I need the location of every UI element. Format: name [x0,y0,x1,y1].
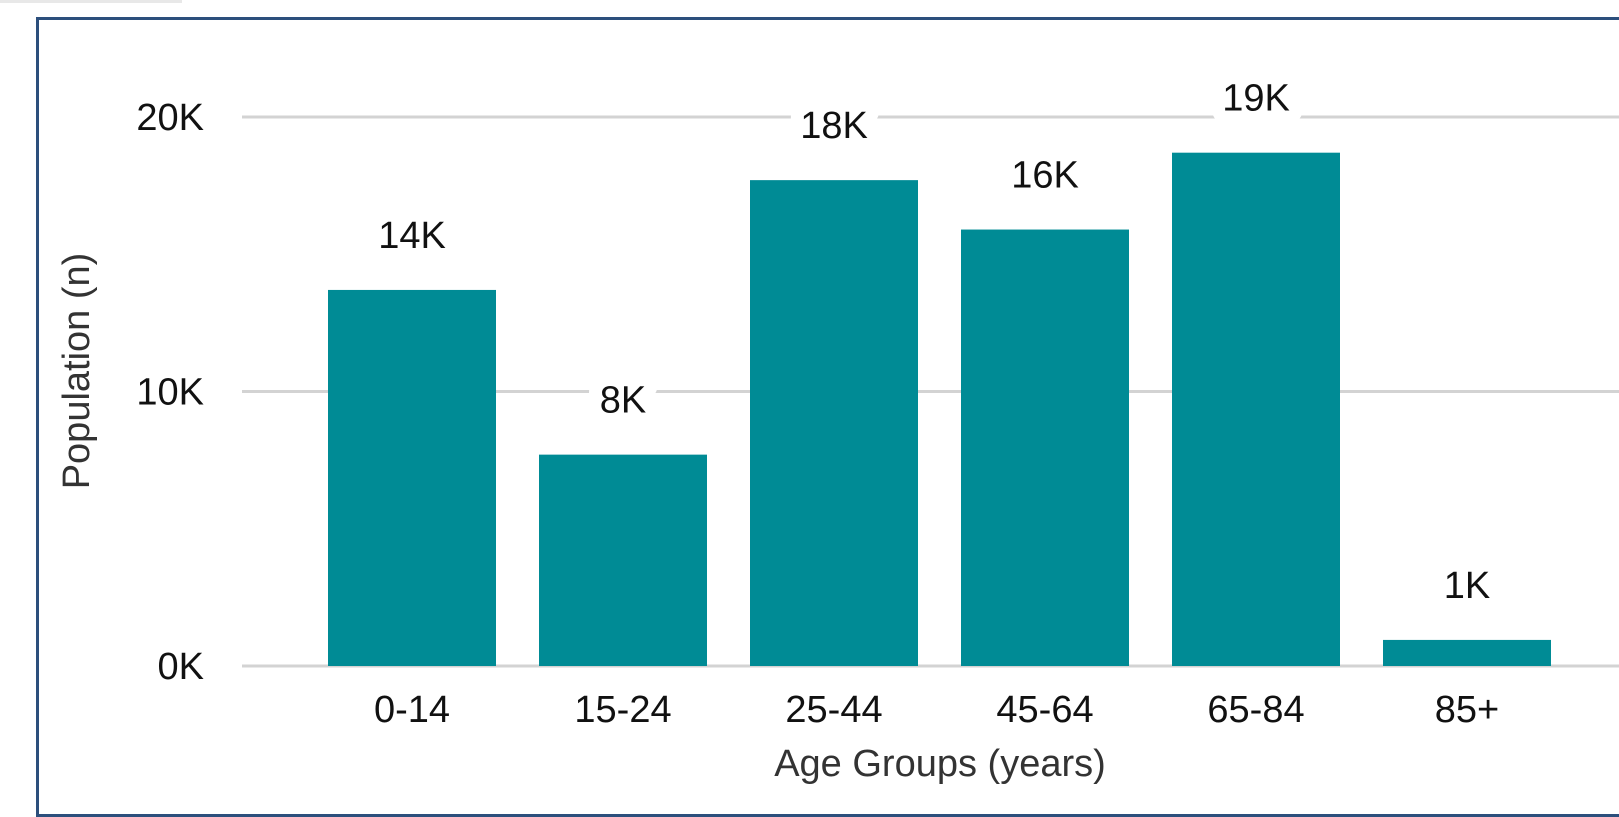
tab-fragment [0,0,182,3]
y-axis-title: Population (n) [56,253,98,490]
bar-chart: 0K 10K 20K 14K 0-14 8K 15-24 18K 25-44 16K 45-64 19… [56,65,1619,785]
bar-85+ [1383,639,1551,666]
bar-0-14 [328,289,496,666]
value-label: 16K [1011,155,1079,197]
bar-65-84 [1172,152,1340,666]
y-tick-label: 10K [136,372,204,414]
value-label: 19K [1222,78,1290,120]
value-label: 8K [600,380,646,422]
bar-25-44 [750,180,918,666]
y-tick-label: 0K [158,646,204,688]
x-tick-label: 85+ [1435,689,1499,731]
bar-45-64 [961,229,1129,667]
value-label: 18K [800,105,868,147]
x-tick-label: 15-24 [574,689,671,731]
labels: 0K 10K 20K 14K 0-14 8K 15-24 18K 25-44 16K 45-64 19… [136,65,1503,731]
value-label: 1K [1444,565,1490,607]
x-tick-label: 65-84 [1207,689,1304,731]
bars [328,152,1551,667]
x-tick-label: 45-64 [996,689,1093,731]
y-tick-label: 20K [136,97,204,139]
bar-15-24 [539,454,707,666]
value-label: 14K [378,215,446,257]
x-tick-label: 0-14 [374,689,450,731]
x-axis-title: Age Groups (years) [774,743,1106,785]
x-tick-label: 25-44 [785,689,882,731]
